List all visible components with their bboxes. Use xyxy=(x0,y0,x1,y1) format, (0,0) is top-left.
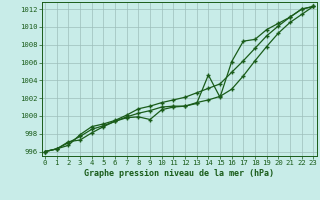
X-axis label: Graphe pression niveau de la mer (hPa): Graphe pression niveau de la mer (hPa) xyxy=(84,169,274,178)
